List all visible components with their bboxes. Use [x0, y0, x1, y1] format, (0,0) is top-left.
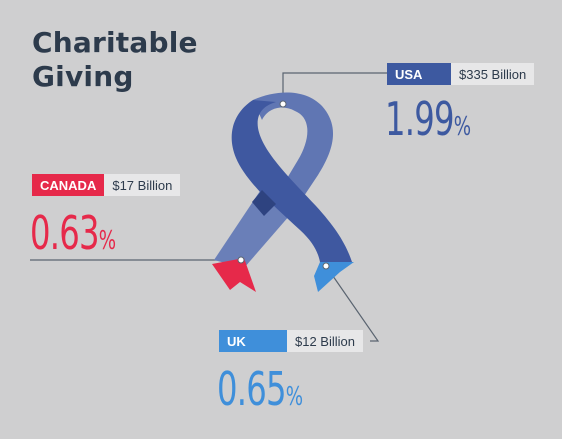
canada-percent: 0.63%	[30, 210, 116, 264]
uk-amount: $12 Billion	[287, 330, 363, 352]
ribbon-loop	[253, 92, 334, 205]
canada-country-label: CANADA	[32, 174, 105, 196]
usa-marker	[279, 100, 287, 108]
usa-percent-symbol: %	[453, 112, 471, 142]
canada-ribbon-tail	[212, 258, 256, 292]
canada-tag: CANADA $17 Billion	[32, 174, 181, 196]
usa-percent-value: 1.99	[385, 92, 455, 146]
usa-country-label: USA	[387, 63, 451, 85]
uk-marker	[322, 262, 330, 270]
ribbon-front-band	[231, 100, 352, 262]
usa-amount: $335 Billion	[451, 63, 535, 85]
canada-amount: $17 Billion	[104, 174, 181, 196]
uk-ribbon-tail	[314, 262, 354, 292]
uk-percent-symbol: %	[285, 382, 303, 412]
canada-percent-symbol: %	[98, 226, 116, 256]
page-title: Charitable Giving	[32, 26, 198, 94]
title-line-2: Giving	[32, 60, 134, 93]
usa-tag: USA $335 Billion	[387, 63, 535, 85]
uk-percent-value: 0.65	[217, 362, 287, 416]
canada-percent-value: 0.63	[30, 206, 100, 260]
canada-marker	[237, 256, 245, 264]
title-line-1: Charitable	[32, 26, 198, 59]
usa-percent: 1.99%	[385, 96, 471, 150]
uk-country-label: UK	[219, 330, 287, 352]
uk-leader-line	[325, 265, 380, 342]
uk-percent: 0.65%	[217, 366, 303, 420]
ribbon-fold-shadow	[252, 190, 276, 216]
uk-tag: UK $12 Billion	[219, 330, 363, 352]
